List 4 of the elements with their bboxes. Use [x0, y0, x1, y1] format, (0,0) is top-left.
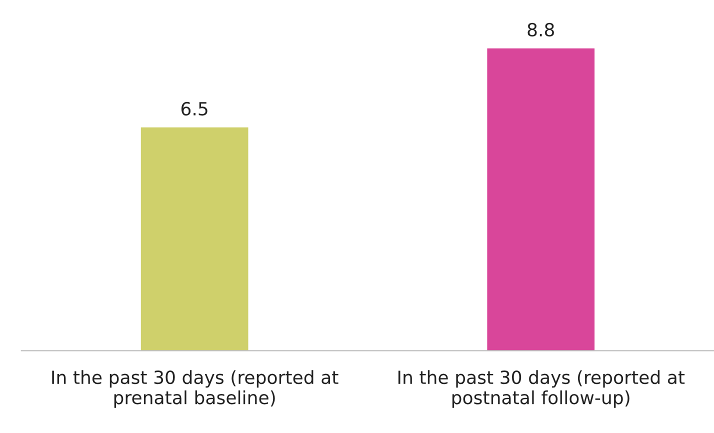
- x-tick-label: In the past 30 days (reported at prenatal baseline): [52, 370, 338, 408]
- x-tick-label: In the past 30 days (reported at postnatal follow-up): [398, 370, 685, 408]
- data-label: 8.8: [528, 22, 554, 37]
- data-label: 6.5: [181, 102, 208, 116]
